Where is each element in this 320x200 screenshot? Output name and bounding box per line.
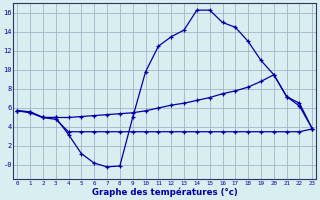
X-axis label: Graphe des températures (°c): Graphe des températures (°c) xyxy=(92,187,238,197)
